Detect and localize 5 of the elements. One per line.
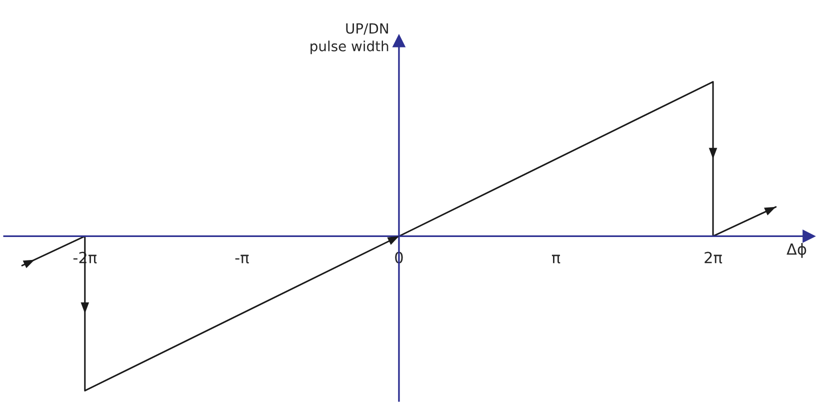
x-tick-label: 2π xyxy=(704,252,722,264)
y-axis-title: UP/DN pulse width xyxy=(310,23,388,54)
x-tick-label: -π xyxy=(235,254,249,264)
x-axis-title: Δϕ xyxy=(786,243,806,258)
x-tick-label: π xyxy=(552,254,560,264)
